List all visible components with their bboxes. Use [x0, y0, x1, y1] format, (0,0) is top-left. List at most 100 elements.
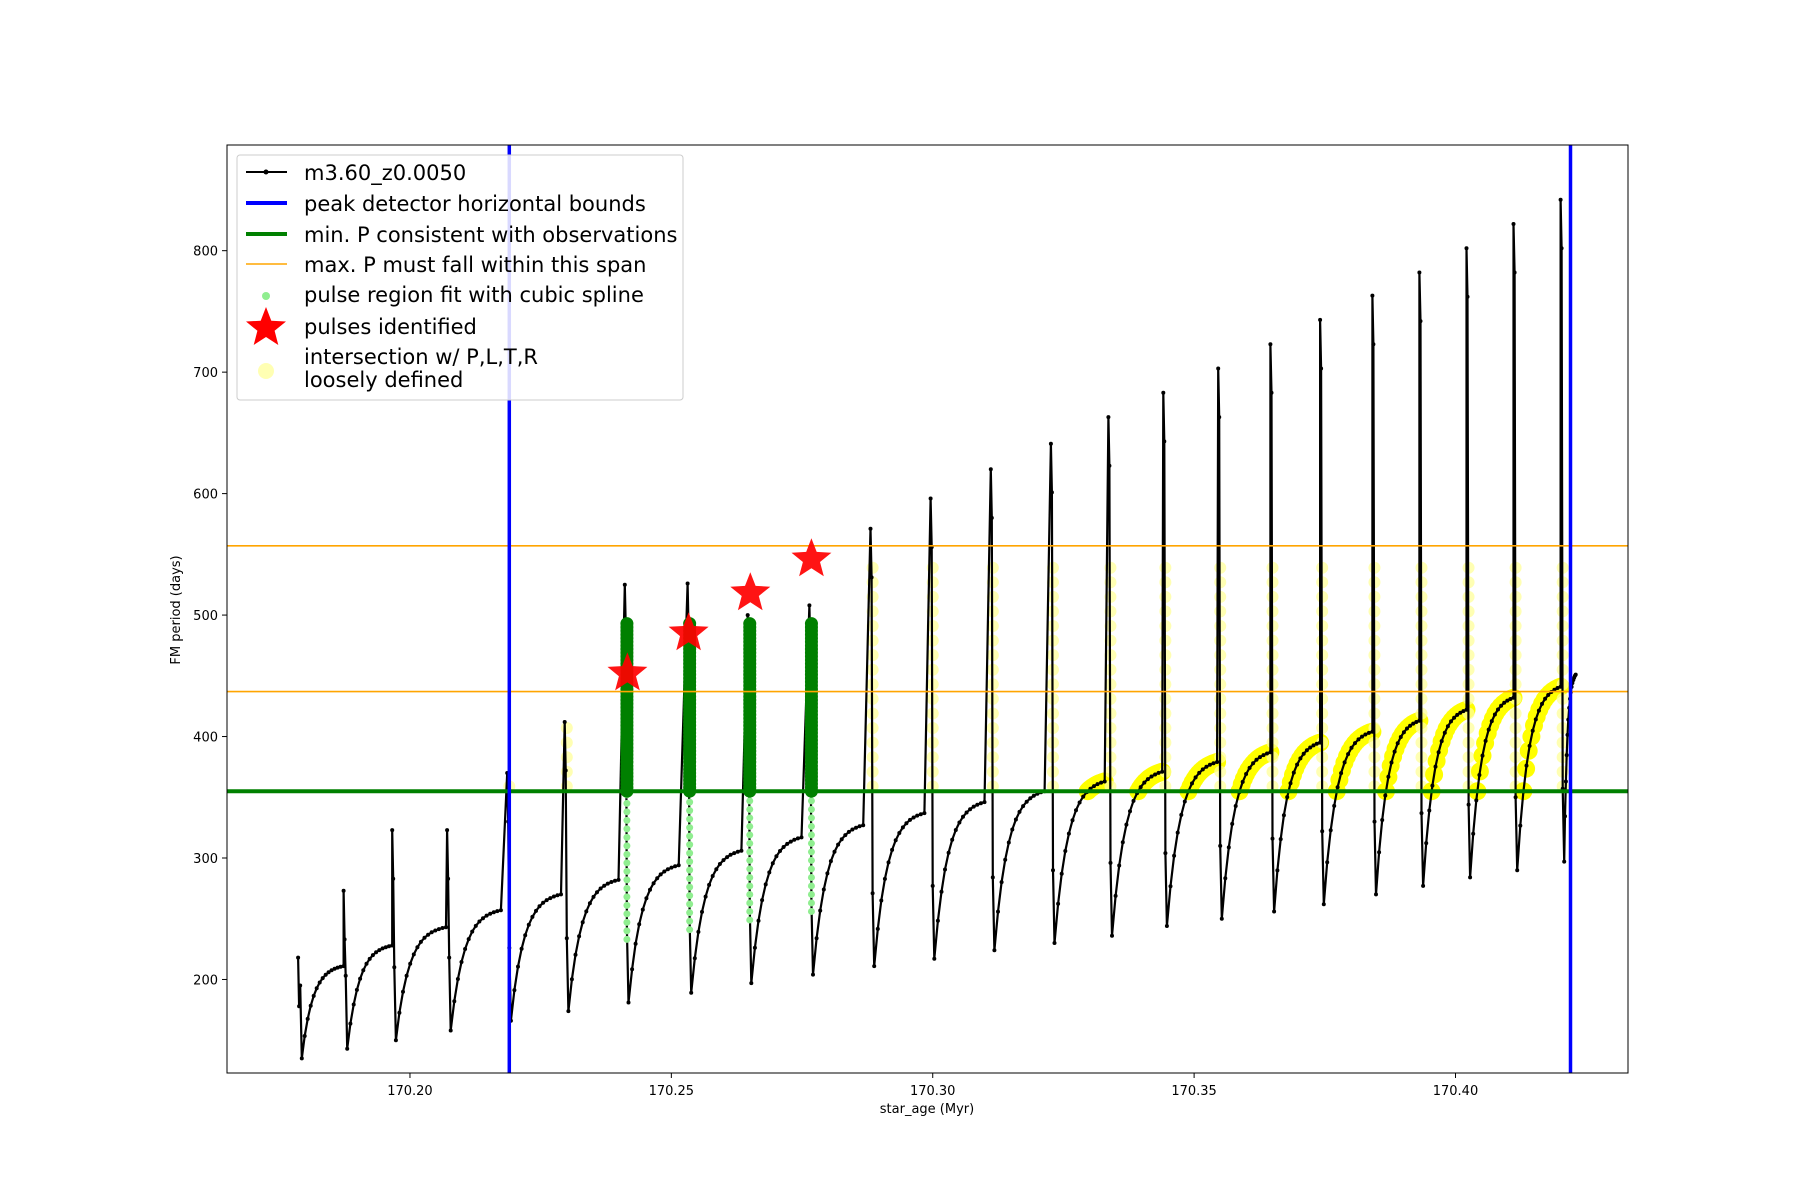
track-point — [911, 815, 916, 820]
track-point — [1555, 686, 1560, 690]
spline-fit-point — [807, 882, 815, 890]
track-point — [857, 824, 862, 829]
track-point — [1430, 783, 1435, 788]
track-point — [1219, 916, 1224, 921]
x-tick-label: 170.20 — [387, 1084, 433, 1099]
track-point — [662, 869, 667, 874]
legend-label: loosely defined — [304, 368, 463, 392]
spline-fit-point — [623, 808, 631, 816]
track-point — [605, 881, 610, 886]
track-point — [338, 964, 343, 969]
track-point — [788, 839, 793, 844]
track-point — [563, 768, 568, 773]
spline-fit-point — [686, 849, 694, 857]
track-point — [1372, 819, 1377, 824]
track-point — [996, 909, 1000, 914]
track-point — [1377, 850, 1382, 855]
track-point — [1059, 871, 1064, 876]
track-point — [358, 976, 363, 981]
track-point — [1418, 319, 1423, 324]
spline-fit-point — [746, 882, 754, 890]
track-point — [1424, 841, 1429, 846]
spline-fit-point — [686, 892, 694, 900]
track-point — [930, 883, 935, 888]
legend-label: pulse region fit with cubic spline — [304, 283, 644, 307]
track-point — [1318, 317, 1323, 322]
track-point — [564, 936, 569, 941]
track-point — [1003, 857, 1008, 862]
track-point — [637, 922, 642, 927]
track-point — [1335, 785, 1340, 790]
spline-fit-point — [807, 856, 815, 864]
track-point — [870, 891, 875, 896]
track-point — [447, 955, 452, 960]
track-point — [918, 812, 923, 817]
track-point — [1233, 804, 1238, 808]
track-point — [811, 972, 815, 977]
track-point — [990, 875, 995, 880]
spline-fit-point — [623, 859, 631, 867]
spline-fit-point — [623, 935, 631, 943]
track-point — [1295, 762, 1300, 767]
track-point — [341, 888, 346, 893]
track-point — [342, 937, 347, 942]
track-point — [953, 828, 958, 832]
track-point — [1142, 780, 1147, 785]
track-point — [1107, 463, 1112, 468]
track-point — [1099, 780, 1104, 785]
track-point — [1162, 439, 1167, 444]
track-point — [707, 882, 712, 887]
track-point — [825, 871, 830, 876]
spline-fit-point — [686, 917, 694, 925]
track-point — [869, 575, 874, 580]
legend-handle-dot — [262, 292, 270, 300]
track-point — [1480, 753, 1485, 758]
track-point — [1543, 696, 1548, 701]
track-point — [526, 922, 531, 927]
track-point — [1288, 781, 1293, 786]
track-point — [1204, 764, 1209, 769]
track-point — [408, 961, 413, 966]
track-point — [1217, 415, 1222, 420]
spline-fit-point — [686, 832, 694, 840]
track-point — [383, 945, 388, 950]
track-point — [1268, 750, 1273, 755]
track-point — [1261, 753, 1266, 758]
track-point — [326, 970, 331, 975]
track-point — [1318, 740, 1323, 745]
track-point — [1160, 769, 1165, 774]
track-point — [302, 1034, 307, 1038]
track-point — [1017, 809, 1022, 814]
track-point — [939, 889, 944, 894]
track-point — [1168, 884, 1173, 889]
track-point — [332, 966, 337, 971]
spline-fit-point — [746, 831, 754, 839]
y-axis: 200 300 400 500 600 700 800 — [193, 245, 227, 988]
track-point — [703, 894, 708, 899]
track-point — [1223, 876, 1228, 881]
track-point — [673, 864, 678, 869]
track-point — [1401, 730, 1406, 735]
y-tick-label: 300 — [193, 852, 218, 867]
track-point — [397, 1010, 402, 1015]
track-point — [377, 948, 382, 953]
track-point — [1452, 715, 1457, 720]
track-point — [433, 928, 438, 933]
track-point — [1052, 941, 1057, 945]
track-point — [341, 964, 346, 969]
track-point — [1013, 817, 1018, 822]
track-point — [541, 900, 546, 905]
spline-fit-point — [807, 899, 815, 907]
track-point — [904, 821, 909, 826]
track-point — [752, 945, 757, 950]
track-point — [1445, 724, 1450, 729]
spline-fit-point — [807, 805, 815, 813]
track-point — [602, 883, 607, 888]
track-point — [1512, 270, 1517, 275]
track-point — [832, 849, 837, 854]
track-point — [411, 952, 416, 957]
track-point — [1474, 798, 1479, 803]
spline-fit-point — [623, 901, 631, 909]
x-tick-label: 170.25 — [649, 1084, 695, 1099]
